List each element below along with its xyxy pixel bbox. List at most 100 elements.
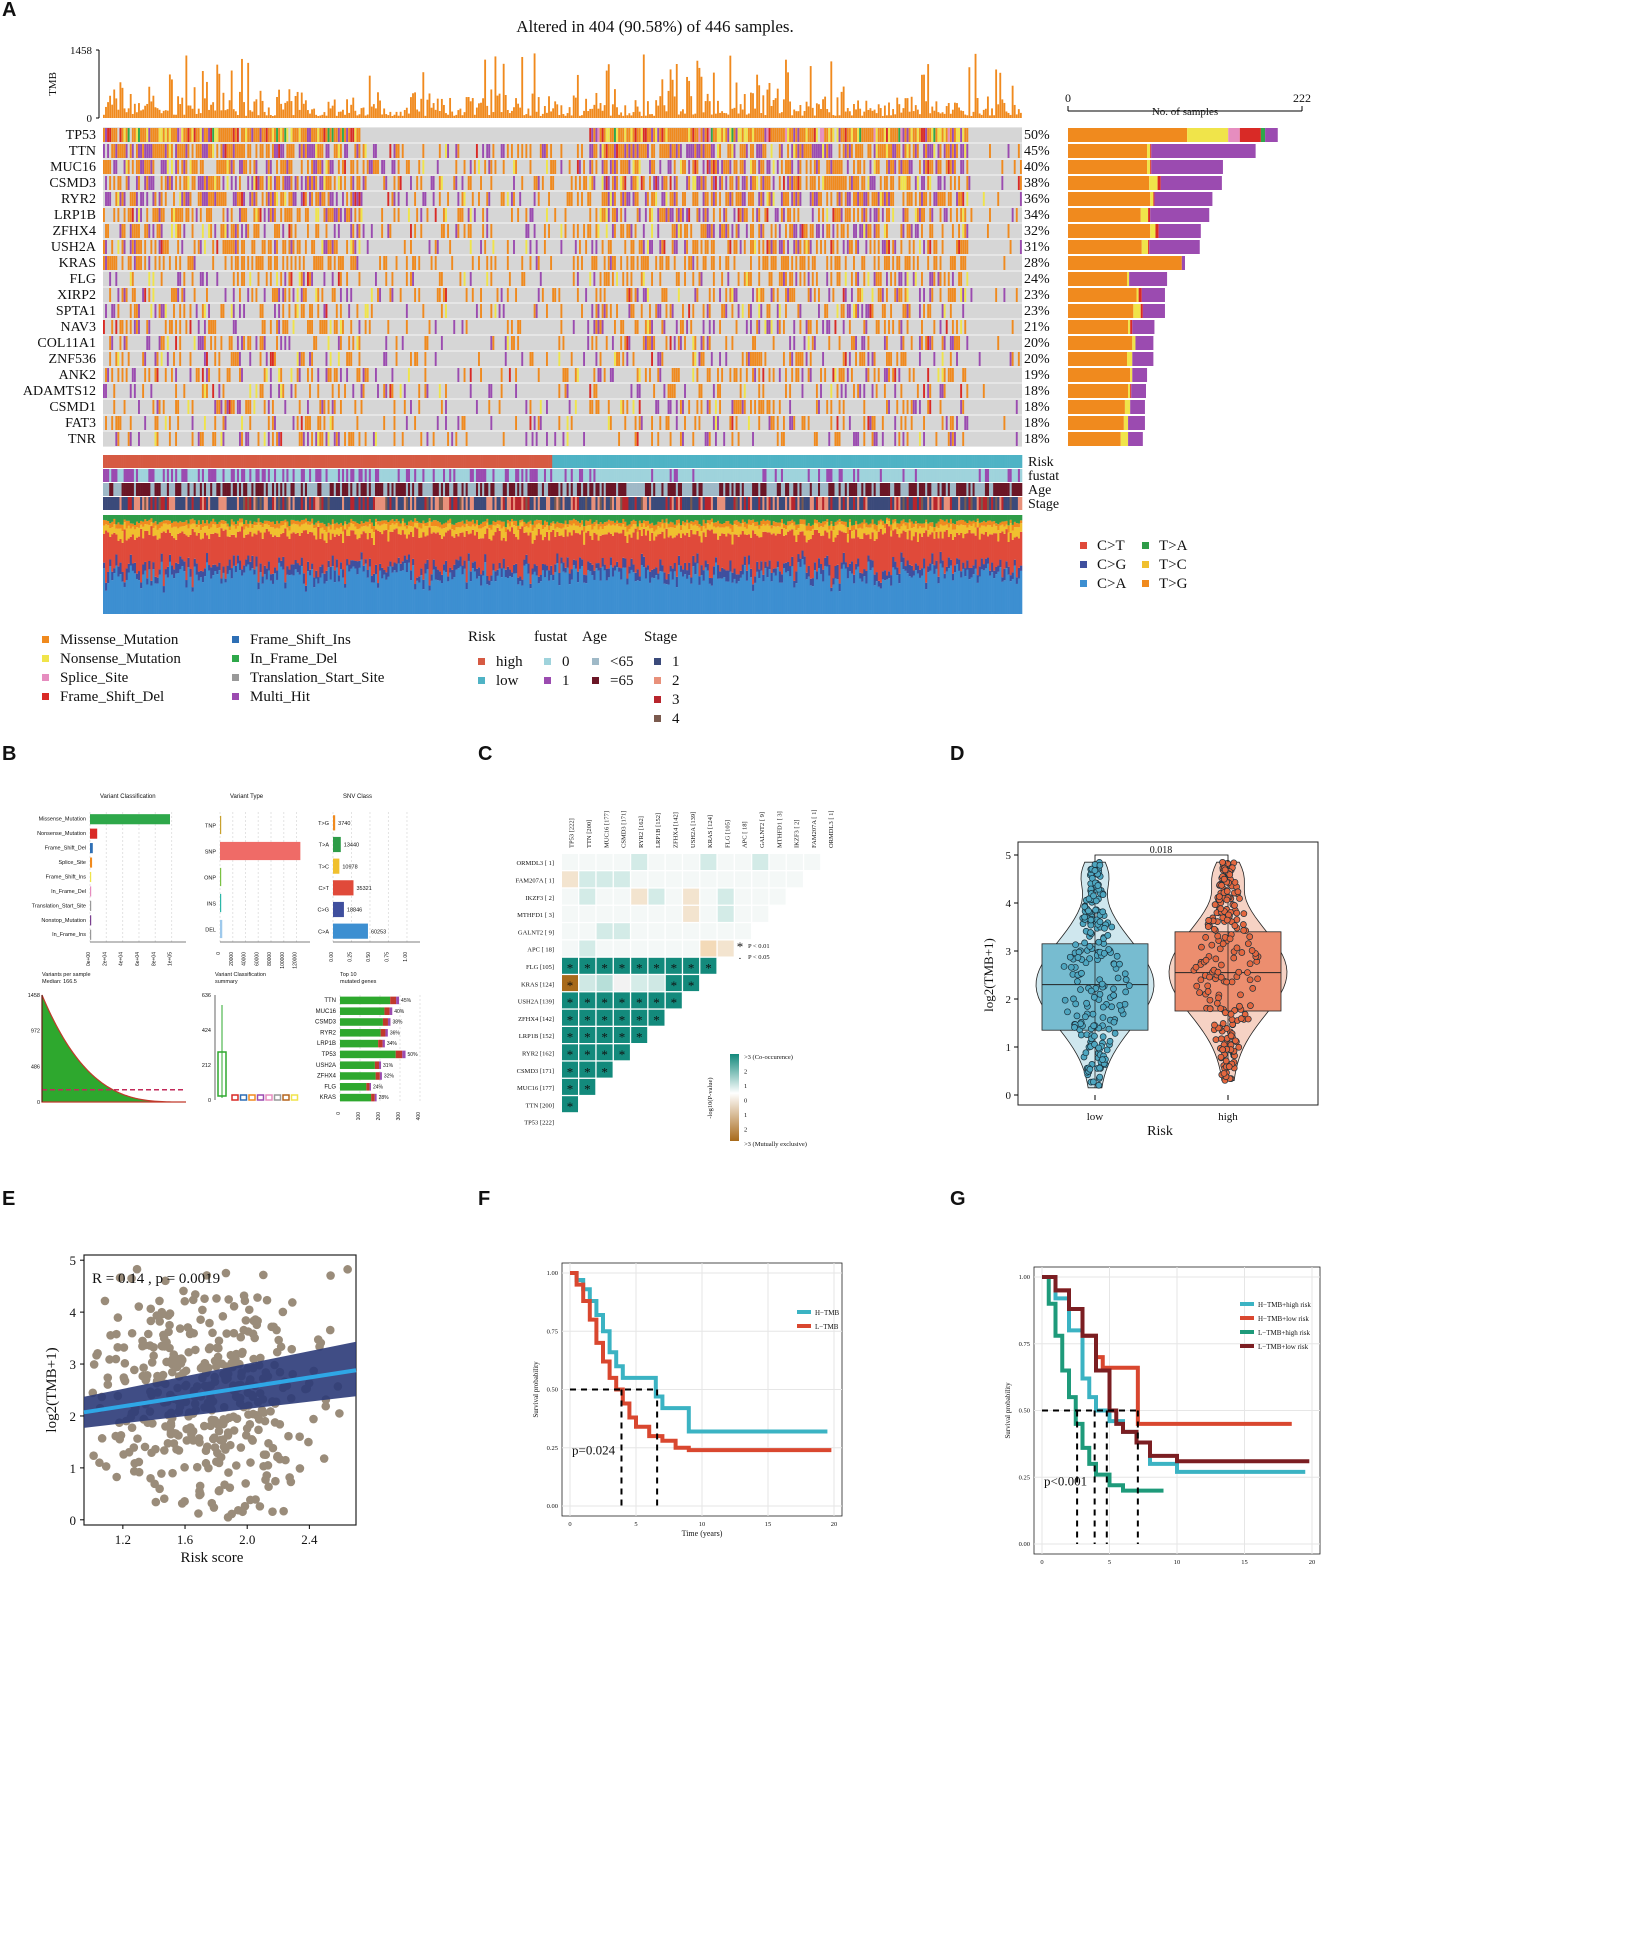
mutation-cell (729, 416, 732, 430)
tmb-bar (760, 113, 763, 118)
mutation-cell (160, 144, 163, 158)
tmb-bar (381, 114, 384, 118)
mutation-cell (780, 240, 783, 254)
mutation-cell (787, 176, 789, 190)
mutation-cell (663, 144, 666, 158)
mutation-cell (842, 320, 845, 334)
mutation-cell (679, 432, 682, 446)
mutation-cell (317, 256, 320, 270)
mutation-cell (770, 272, 773, 286)
mutation-cell (789, 416, 792, 430)
mutation-cell (867, 192, 870, 206)
tmb-bar (824, 96, 827, 118)
mutation-cell (364, 368, 367, 382)
mutation-cell (636, 256, 639, 270)
risk-cell (300, 455, 304, 468)
tmb-bar (630, 115, 633, 118)
tmb-bar (704, 101, 707, 118)
age-cell (224, 483, 227, 496)
age-cell (350, 483, 353, 496)
mutation-cell (785, 192, 787, 206)
mutation-cell (259, 304, 262, 318)
mutation-cell (591, 304, 594, 318)
mutation-cell (692, 336, 695, 350)
mutation-cell (595, 208, 598, 222)
mutation-cell (519, 320, 522, 334)
sample-count-bar (1153, 192, 1155, 206)
mutation-cell (745, 224, 748, 238)
risk-cell (354, 455, 357, 468)
mutation-cell (554, 288, 557, 302)
mutation-cell (989, 208, 991, 222)
mutation-cell (276, 176, 278, 190)
risk-cell (442, 455, 446, 468)
mutation-cell (964, 128, 967, 142)
risk-cell (140, 455, 143, 468)
mutation-cell (894, 144, 897, 158)
mutation-cell (255, 336, 258, 350)
mutation-cell (782, 240, 785, 254)
mutation-cell (238, 208, 241, 222)
tmb-bar (195, 113, 198, 118)
mutation-cell (943, 272, 946, 286)
mutation-cell (684, 224, 686, 238)
mutation-cell (881, 208, 884, 222)
mutation-cell (962, 288, 965, 302)
mutation-cell (306, 208, 309, 222)
risk-cell (302, 455, 306, 468)
tmb-bar (1019, 112, 1022, 118)
mutation-cell (886, 272, 888, 286)
mutation-cell (941, 352, 944, 366)
mutation-cell (111, 128, 114, 142)
mutation-cell (193, 240, 196, 254)
mutation-cell (321, 160, 324, 174)
mutation-cell (224, 144, 227, 158)
mutation-cell (939, 176, 942, 190)
mutation-cell (933, 352, 936, 366)
mutation-cell (323, 176, 326, 190)
mutation-cell (601, 144, 604, 158)
mutation-cell (179, 128, 182, 142)
mutation-cell (488, 400, 491, 414)
mutation-cell (1009, 240, 1012, 254)
mutation-cell (844, 352, 847, 366)
age-cell (191, 483, 194, 496)
mutation-cell (271, 288, 274, 302)
mutation-cell (259, 176, 262, 190)
mutation-cell (568, 160, 571, 174)
mutation-cell (358, 320, 361, 334)
gene-percent: 18% (1024, 432, 1050, 447)
mutation-cell (249, 336, 252, 350)
mutation-cell (896, 352, 899, 366)
mutation-cell (119, 416, 122, 430)
mutation-cell (587, 336, 590, 350)
mutation-cell (960, 320, 963, 334)
mutation-cell (286, 208, 289, 222)
risk-cell (243, 455, 246, 468)
fustat-cell (533, 469, 537, 482)
mutation-cell (203, 176, 206, 190)
fustat-cell (115, 469, 118, 482)
mutation-cell (129, 272, 132, 286)
fustat-cell (414, 469, 417, 482)
mutation-cell (937, 160, 940, 174)
tmb-bar (846, 108, 849, 118)
mutation-cell (274, 304, 276, 318)
mutation-cell (735, 368, 738, 382)
mutation-cell (300, 288, 303, 302)
mutation-cell (249, 352, 252, 366)
mutation-cell (469, 160, 472, 174)
mutation-cell (214, 192, 217, 206)
mutation-cell (859, 224, 862, 238)
fustat-cell (247, 469, 250, 482)
mutation-cell (210, 128, 213, 142)
mutation-cell (337, 352, 340, 366)
tmb-bar (939, 113, 942, 118)
mutation-cell (236, 144, 239, 158)
mutation-cell (214, 352, 217, 366)
mutation-cell (793, 208, 796, 222)
fustat-cell (284, 469, 287, 482)
mutation-cell (949, 416, 952, 430)
tmb-bar (679, 111, 682, 118)
tmb-bar (521, 56, 524, 118)
